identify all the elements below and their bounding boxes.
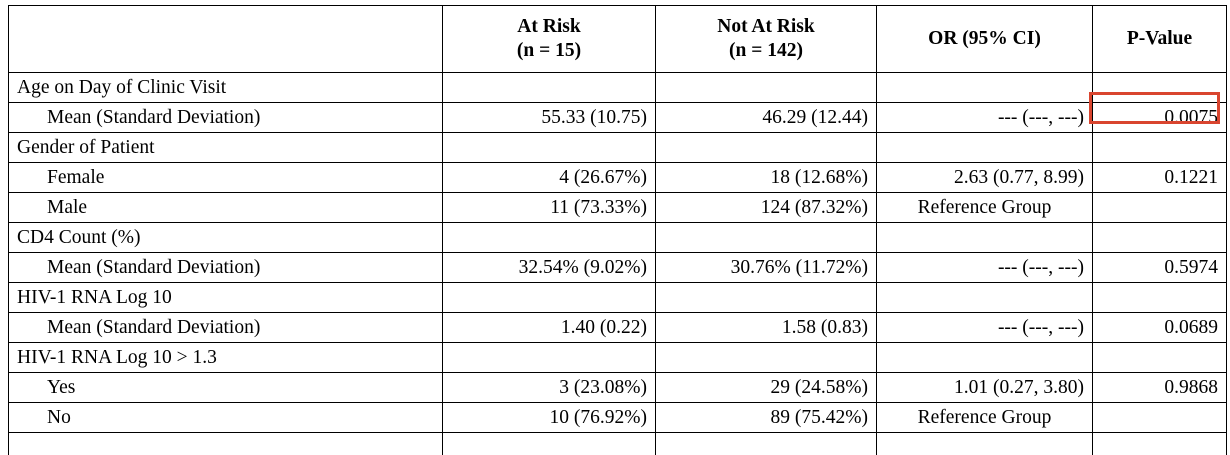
section-title: HIV-1 RNA Log 10	[9, 283, 443, 313]
section-row: HIV-1 RNA Log 10	[9, 283, 1227, 313]
at-risk-value: 32.54% (9.02%)	[443, 253, 656, 283]
header-not-at-risk-n: (n = 142)	[664, 39, 868, 63]
p-value: 0.1221	[1093, 163, 1227, 193]
not-at-risk-value: 89 (75.42%)	[656, 403, 877, 433]
empty-cell	[1093, 433, 1227, 455]
empty-cell	[1093, 283, 1227, 313]
section-title: Gender of Patient	[9, 133, 443, 163]
header-row: At Risk (n = 15) Not At Risk (n = 142) O…	[9, 6, 1227, 73]
section-row: HIV-1 RNA Log 10 > 1.3	[9, 343, 1227, 373]
at-risk-value: 10 (76.92%)	[443, 403, 656, 433]
row-label: Female	[9, 163, 443, 193]
statistics-table: At Risk (n = 15) Not At Risk (n = 142) O…	[8, 5, 1227, 455]
table-row: Yes 3 (23.08%) 29 (24.58%) 1.01 (0.27, 3…	[9, 373, 1227, 403]
empty-cell	[877, 133, 1093, 163]
not-at-risk-value: 18 (12.68%)	[656, 163, 877, 193]
row-label: Mean (Standard Deviation)	[9, 103, 443, 133]
empty-cell	[656, 433, 877, 455]
section-title: HIV-1 RNA Log 10 > 1.3	[9, 343, 443, 373]
row-label: Mean (Standard Deviation)	[9, 253, 443, 283]
empty-cell	[656, 73, 877, 103]
not-at-risk-value: 29 (24.58%)	[656, 373, 877, 403]
at-risk-value: 1.40 (0.22)	[443, 313, 656, 343]
empty-cell	[877, 433, 1093, 455]
empty-cell	[656, 343, 877, 373]
odds-ratio-value: --- (---, ---)	[877, 253, 1093, 283]
empty-cell	[443, 223, 656, 253]
p-value: 0.9868	[1093, 373, 1227, 403]
empty-cell	[443, 433, 656, 455]
empty-cell	[1093, 343, 1227, 373]
odds-ratio-value: Reference Group	[877, 403, 1093, 433]
table-row: Mean (Standard Deviation) 55.33 (10.75) …	[9, 103, 1227, 133]
at-risk-value: 4 (26.67%)	[443, 163, 656, 193]
empty-cell	[9, 433, 443, 455]
at-risk-value: 55.33 (10.75)	[443, 103, 656, 133]
section-row: Gender of Patient	[9, 133, 1227, 163]
odds-ratio-value: 2.63 (0.77, 8.99)	[877, 163, 1093, 193]
p-value: 0.5974	[1093, 253, 1227, 283]
row-label: No	[9, 403, 443, 433]
table-row: Mean (Standard Deviation) 1.40 (0.22) 1.…	[9, 313, 1227, 343]
p-value: 0.0075	[1093, 103, 1227, 133]
empty-cell	[443, 73, 656, 103]
odds-ratio-value: --- (---, ---)	[877, 313, 1093, 343]
empty-cell	[877, 343, 1093, 373]
empty-cell	[1093, 73, 1227, 103]
empty-cell	[443, 283, 656, 313]
header-odds-ratio: OR (95% CI)	[877, 6, 1093, 73]
odds-ratio-value: 1.01 (0.27, 3.80)	[877, 373, 1093, 403]
p-value	[1093, 193, 1227, 223]
not-at-risk-value: 30.76% (11.72%)	[656, 253, 877, 283]
section-row: CD4 Count (%)	[9, 223, 1227, 253]
header-blank-cell	[9, 6, 443, 73]
empty-cell	[877, 73, 1093, 103]
empty-cell	[656, 283, 877, 313]
header-p-value: P-Value	[1093, 6, 1227, 73]
p-value: 0.0689	[1093, 313, 1227, 343]
empty-cell	[656, 133, 877, 163]
not-at-risk-value: 46.29 (12.44)	[656, 103, 877, 133]
section-title: CD4 Count (%)	[9, 223, 443, 253]
table-row: Female 4 (26.67%) 18 (12.68%) 2.63 (0.77…	[9, 163, 1227, 193]
section-row: Age on Day of Clinic Visit	[9, 73, 1227, 103]
p-value	[1093, 403, 1227, 433]
row-label: Yes	[9, 373, 443, 403]
row-label: Male	[9, 193, 443, 223]
empty-cell	[443, 133, 656, 163]
not-at-risk-value: 124 (87.32%)	[656, 193, 877, 223]
table-row: Mean (Standard Deviation) 32.54% (9.02%)…	[9, 253, 1227, 283]
empty-cell	[1093, 133, 1227, 163]
at-risk-value: 3 (23.08%)	[443, 373, 656, 403]
table-row: No 10 (76.92%) 89 (75.42%) Reference Gro…	[9, 403, 1227, 433]
section-title: Age on Day of Clinic Visit	[9, 73, 443, 103]
empty-cell	[1093, 223, 1227, 253]
row-label: Mean (Standard Deviation)	[9, 313, 443, 343]
odds-ratio-value: Reference Group	[877, 193, 1093, 223]
empty-cell	[877, 223, 1093, 253]
empty-cell	[877, 283, 1093, 313]
table-row-cut-off	[9, 433, 1227, 455]
header-not-at-risk-title: Not At Risk	[664, 15, 868, 39]
at-risk-value: 11 (73.33%)	[443, 193, 656, 223]
table-row: Male 11 (73.33%) 124 (87.32%) Reference …	[9, 193, 1227, 223]
not-at-risk-value: 1.58 (0.83)	[656, 313, 877, 343]
header-at-risk: At Risk (n = 15)	[443, 6, 656, 73]
empty-cell	[443, 343, 656, 373]
header-at-risk-title: At Risk	[451, 15, 647, 39]
empty-cell	[656, 223, 877, 253]
odds-ratio-value: --- (---, ---)	[877, 103, 1093, 133]
header-at-risk-n: (n = 15)	[451, 39, 647, 63]
header-not-at-risk: Not At Risk (n = 142)	[656, 6, 877, 73]
